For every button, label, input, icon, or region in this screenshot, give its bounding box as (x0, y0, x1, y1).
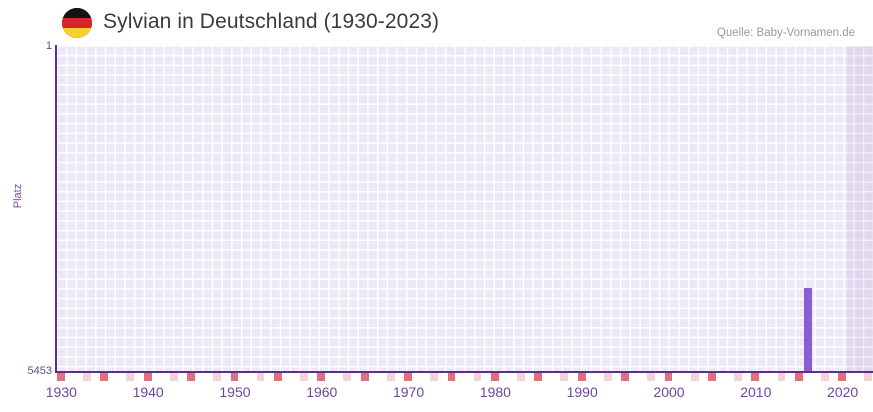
x-tickmark-minor (517, 373, 525, 381)
x-tickmark-minor (734, 373, 742, 381)
x-tickmark-major (447, 373, 456, 381)
x-tickmark-minor (473, 373, 482, 381)
x-tickmark-minor (820, 373, 829, 381)
x-tickmark-major (794, 373, 803, 381)
x-tickmark-minor (126, 373, 135, 381)
x-tickmark-minor (213, 373, 222, 381)
flag-band-black (62, 8, 92, 18)
forecast-region-shading (846, 46, 873, 372)
x-tickmark-major (57, 373, 65, 381)
flag-band-red (62, 18, 92, 28)
y-tick-label-top: 1 (45, 40, 52, 52)
x-tickmark-minor (300, 373, 308, 381)
x-tickmark-major (751, 373, 760, 381)
x-tickmark-major (708, 373, 716, 381)
x-tickmark-minor (430, 373, 439, 381)
x-tick-label: 1980 (479, 384, 511, 400)
x-tick-label: 2000 (653, 384, 685, 400)
x-tickmark-minor (603, 373, 612, 381)
x-axis-tickmarks (57, 373, 873, 381)
plot-area (57, 46, 873, 372)
x-tickmark-minor (690, 373, 699, 381)
x-tick-label: 2020 (827, 384, 859, 400)
x-tickmark-minor (256, 373, 265, 381)
x-tickmark-major (187, 373, 196, 381)
x-tick-label: 1950 (219, 384, 251, 400)
x-tickmark-minor (647, 373, 656, 381)
x-axis-tick-labels: 1930 1940 1950 1960 1970 1980 1990 2000 2010 2020 (0, 384, 873, 408)
x-tickmark-major (404, 373, 413, 381)
x-tickmark-minor (560, 373, 569, 381)
x-tickmark-minor (169, 373, 178, 381)
x-axis-line (55, 371, 873, 373)
x-tickmark-major (534, 373, 543, 381)
data-bar[interactable] (803, 288, 812, 372)
x-tickmark-major (317, 373, 326, 381)
x-tickmark-minor (343, 373, 352, 381)
x-tickmark-minor (777, 373, 786, 381)
x-tickmark-major (491, 373, 499, 381)
x-tick-label: 1930 (45, 384, 77, 400)
x-tickmark-major (274, 373, 282, 381)
page-title: Sylvian in Deutschland (1930-2023) (103, 10, 440, 33)
x-tickmark-major (100, 373, 109, 381)
y-tick-label-bottom: 5453 (27, 365, 52, 377)
x-tickmark-major (838, 373, 847, 381)
x-tick-label: 1940 (132, 384, 164, 400)
german-flag-icon (62, 8, 92, 38)
x-tick-label: 1960 (306, 384, 338, 400)
y-axis-title: Platz (12, 183, 24, 209)
y-axis-line (55, 45, 57, 373)
chart-header: Sylvian in Deutschland (1930-2023) Quell… (0, 0, 873, 44)
source-attribution: Quelle: Baby-Vornamen.de (716, 27, 855, 39)
x-tick-label: 1990 (566, 384, 598, 400)
x-tickmark-major (230, 373, 239, 381)
x-tickmark-minor (83, 373, 91, 381)
x-tickmark-major (360, 373, 369, 381)
x-tickmark-major (621, 373, 630, 381)
x-tickmark-major (577, 373, 586, 381)
x-tickmark-minor (386, 373, 395, 381)
x-tickmark-major (143, 373, 152, 381)
x-tickmark-minor (864, 373, 873, 381)
x-tickmark-major (664, 373, 673, 381)
x-tick-label: 2010 (740, 384, 772, 400)
x-tick-label: 1970 (392, 384, 425, 400)
flag-band-gold (62, 28, 92, 38)
